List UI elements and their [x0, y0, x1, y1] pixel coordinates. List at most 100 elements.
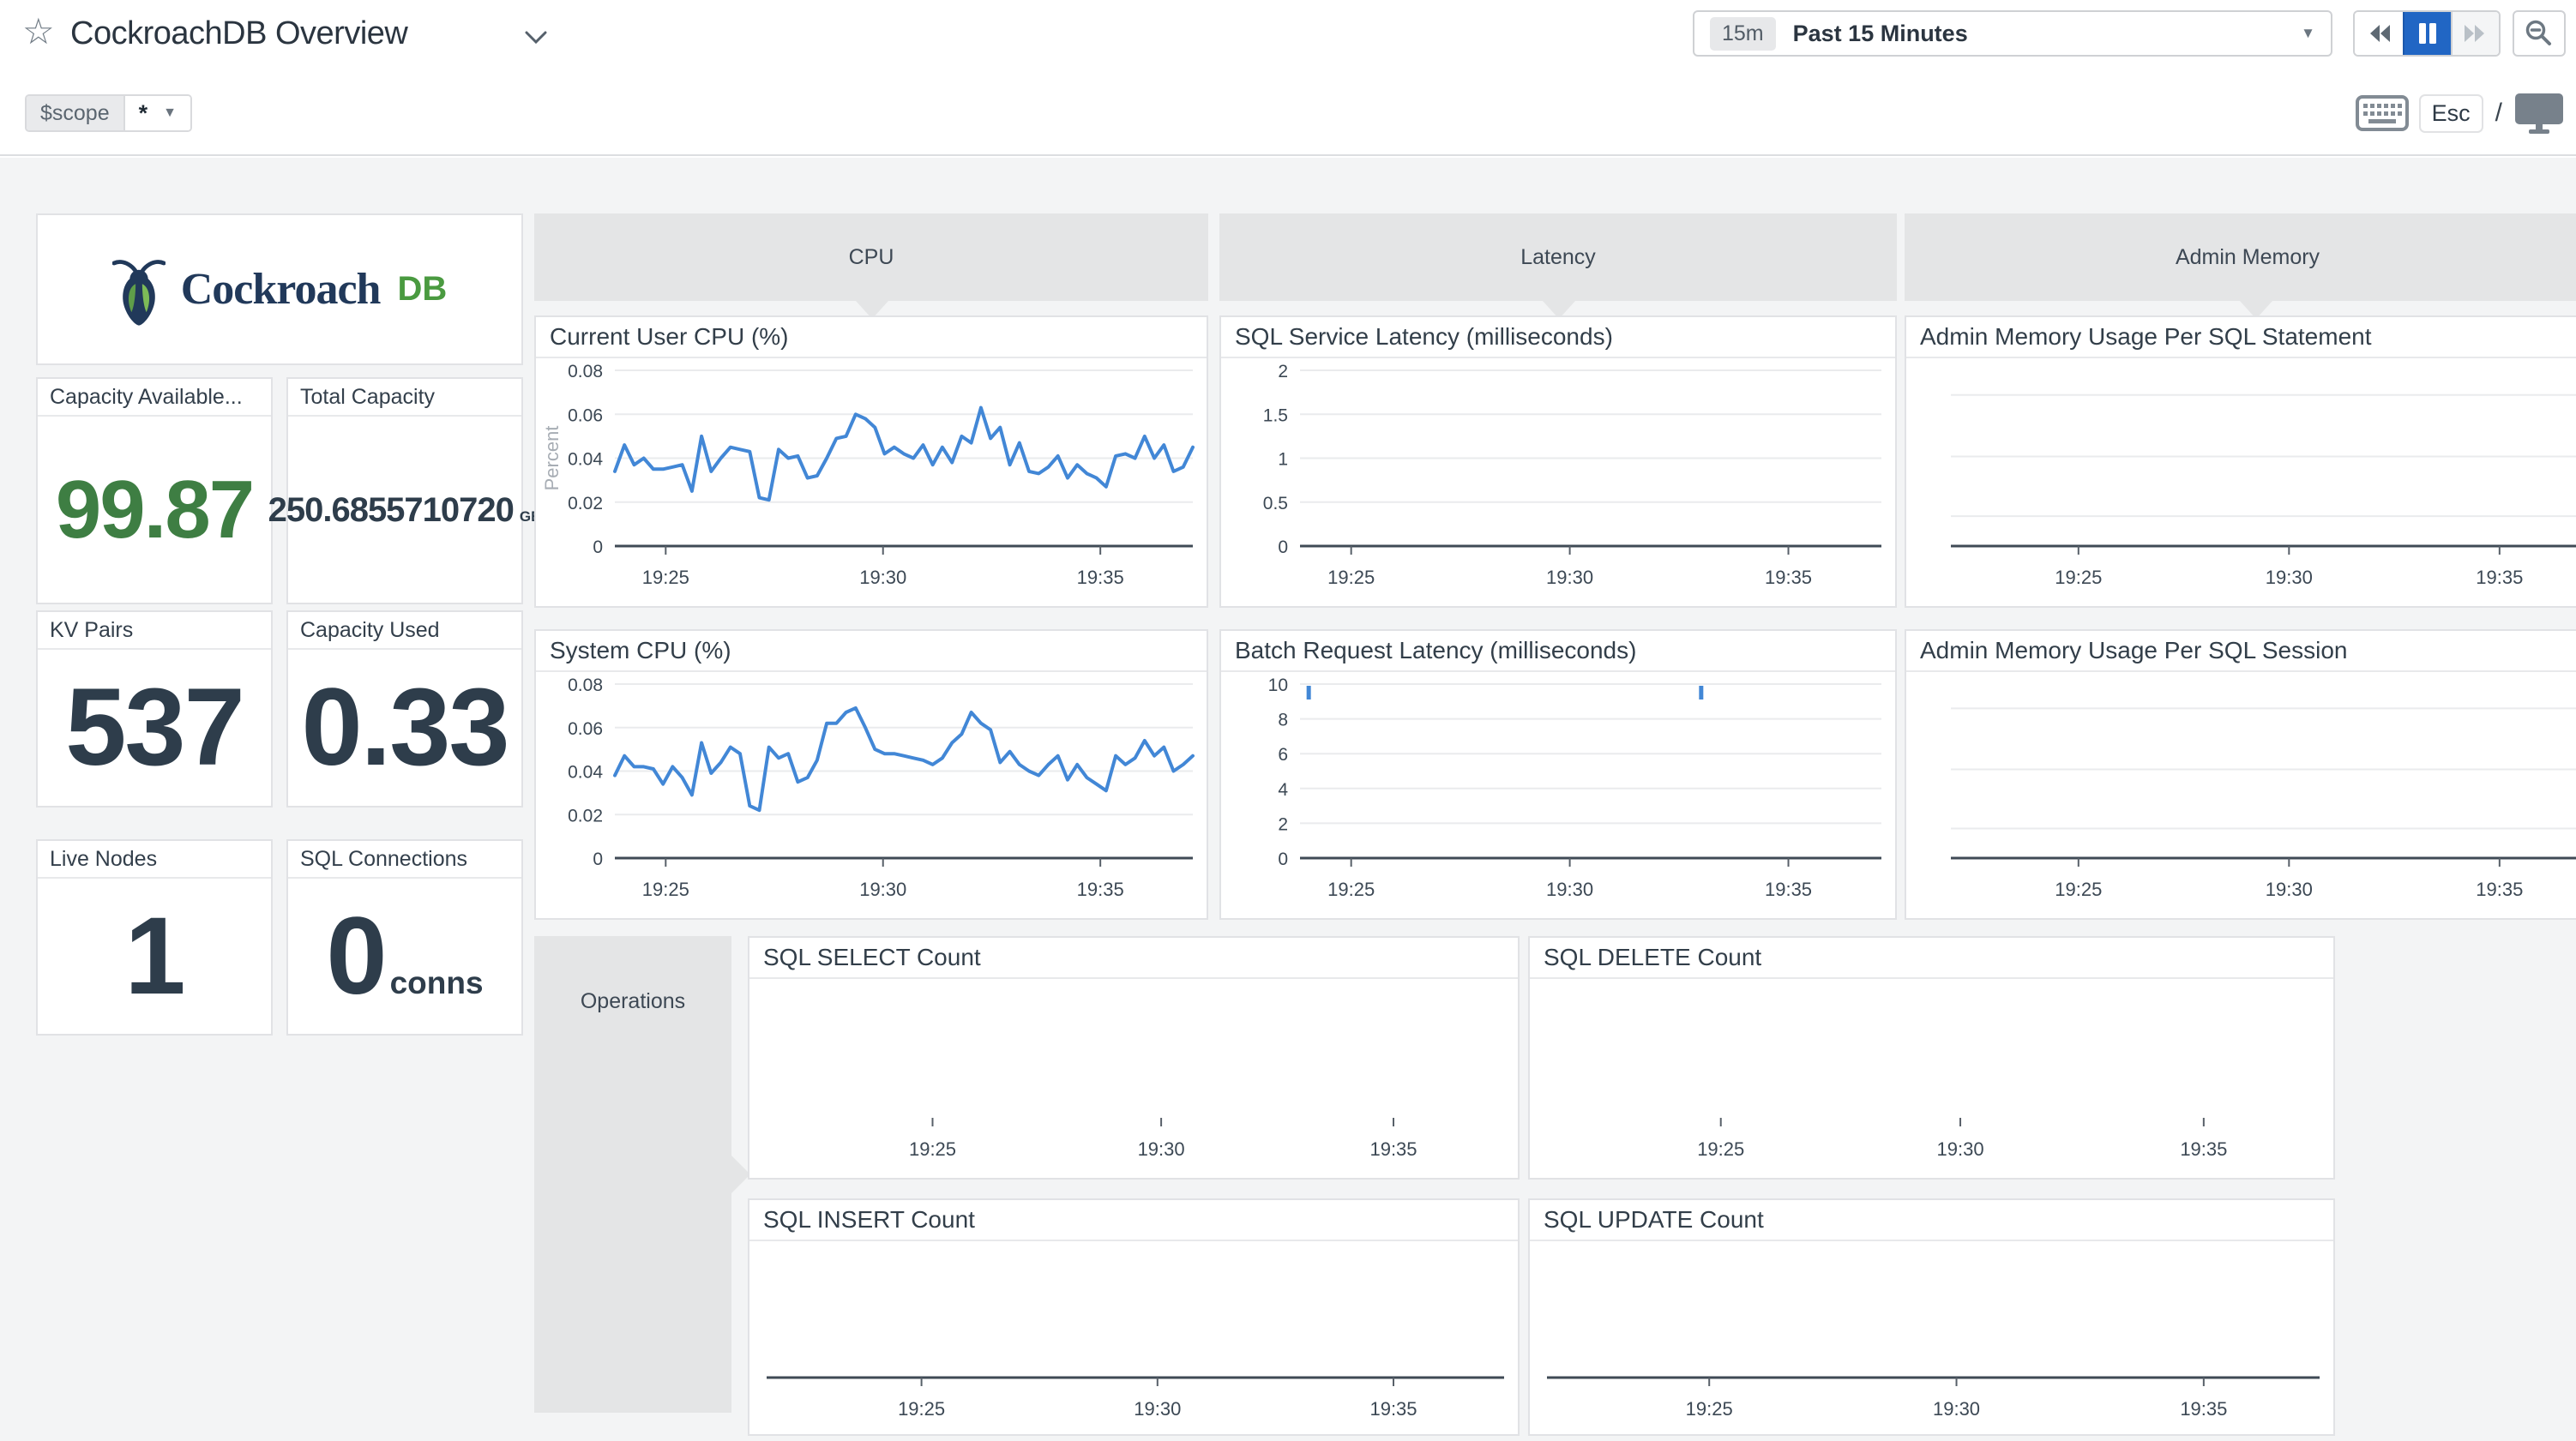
svg-text:19:30: 19:30 — [1937, 1138, 1984, 1160]
stat-value: 250.6855710720 — [268, 490, 515, 529]
chart-plot[interactable]: 0 0.02 0.04 0.06 0.08 19:25 19:30 19:35 — [536, 672, 1207, 918]
chart-title: SQL DELETE Count — [1530, 938, 2333, 979]
svg-text:2: 2 — [1278, 362, 1288, 381]
chart-plot[interactable]: 19:25 19:30 19:35 — [1530, 979, 2333, 1178]
chart-admin-memory-per-session: Admin Memory Usage Per SQL Session 19:25… — [1905, 629, 2576, 920]
svg-text:0.06: 0.06 — [568, 719, 603, 739]
svg-text:19:30: 19:30 — [1546, 567, 1593, 588]
svg-text:19:35: 19:35 — [1765, 567, 1812, 588]
chart-title: Admin Memory Usage Per SQL Statement — [1906, 317, 2576, 358]
svg-text:19:35: 19:35 — [1765, 879, 1812, 900]
chart-plot[interactable]: 0 0.5 1 1.5 2 19:25 19:30 19:35 — [1221, 358, 1895, 606]
svg-text:19:25: 19:25 — [642, 567, 689, 588]
fast-forward-icon — [2465, 25, 2484, 42]
dashboard-canvas: Cockroach DB Capacity Available... 99.87… — [0, 158, 2576, 1441]
stat-capacity-used[interactable]: Capacity Used 0.33 — [286, 610, 523, 808]
stat-sql-connections[interactable]: SQL Connections 0 conns — [286, 839, 523, 1036]
svg-text:4: 4 — [1278, 780, 1288, 800]
svg-text:19:25: 19:25 — [1327, 567, 1375, 588]
svg-text:0.08: 0.08 — [568, 675, 603, 695]
chart-title: Current User CPU (%) — [536, 317, 1207, 358]
time-shift-controls — [2353, 10, 2501, 57]
chart-plot[interactable]: 19:25 19:30 19:35 — [1906, 358, 2576, 606]
template-variable-scope[interactable]: $scope * ▼ — [25, 94, 192, 132]
rewind-icon — [2370, 25, 2390, 42]
stat-kv-pairs[interactable]: KV Pairs 537 — [36, 610, 273, 808]
svg-text:19:35: 19:35 — [2180, 1138, 2227, 1160]
esc-key[interactable]: Esc — [2418, 93, 2483, 133]
group-header-cpu[interactable]: CPU — [534, 213, 1208, 319]
svg-text:19:25: 19:25 — [1327, 879, 1375, 900]
chart-system-cpu: System CPU (%) 0 0.02 0.04 0.06 0.08 19:25 19:… — [534, 629, 1208, 920]
svg-text:0.04: 0.04 — [568, 450, 603, 470]
svg-text:0: 0 — [1278, 537, 1288, 557]
zoom-out-icon — [2525, 20, 2551, 45]
keyboard-icon — [2355, 95, 2409, 131]
top-bar: ☆ CockroachDB Overview 15m Past 15 Minut… — [0, 0, 2576, 156]
chart-plot[interactable]: 19:25 19:30 19:35 — [749, 1241, 1518, 1434]
favorite-star-icon[interactable]: ☆ — [22, 11, 55, 51]
cockroachdb-logo-widget[interactable]: Cockroach DB — [36, 213, 523, 365]
stat-value: 0 — [326, 894, 387, 1018]
svg-text:19:35: 19:35 — [2476, 567, 2523, 588]
stat-title: Total Capacity — [288, 379, 521, 417]
svg-text:19:30: 19:30 — [1138, 1138, 1185, 1160]
time-range-caret-icon: ▼ — [2301, 25, 2315, 41]
chart-plot[interactable]: 0 2 4 6 8 10 19:25 19:30 19:35 — [1221, 672, 1895, 918]
group-label: Operations — [580, 989, 686, 1013]
time-range-picker[interactable]: 15m Past 15 Minutes ▼ — [1693, 10, 2332, 57]
forward-button[interactable] — [2451, 12, 2499, 55]
group-notch — [856, 301, 888, 319]
group-notch — [731, 1156, 750, 1193]
svg-text:Percent: Percent — [541, 426, 563, 491]
svg-text:0.5: 0.5 — [1263, 494, 1288, 513]
stat-value: 99.87 — [55, 463, 255, 555]
page-title: CockroachDB Overview — [70, 15, 408, 51]
svg-text:2: 2 — [1278, 814, 1288, 834]
svg-text:19:25: 19:25 — [642, 879, 689, 900]
chart-plot[interactable]: 19:25 19:30 19:35 — [1530, 1241, 2333, 1434]
chart-plot[interactable]: 19:25 19:30 19:35 — [749, 979, 1518, 1178]
stat-total-capacity[interactable]: Total Capacity 250.6855710720 GB — [268, 377, 541, 604]
group-header-admin-memory[interactable]: Admin Memory — [1905, 213, 2576, 319]
svg-text:19:25: 19:25 — [2055, 567, 2102, 588]
chart-sql-update-count: SQL UPDATE Count 19:25 19:30 19:35 — [1528, 1198, 2335, 1436]
svg-text:0.08: 0.08 — [568, 362, 603, 381]
svg-text:19:25: 19:25 — [898, 1398, 945, 1420]
title-chevron-down-icon[interactable] — [525, 31, 547, 49]
chart-admin-memory-per-statement: Admin Memory Usage Per SQL Statement 19:… — [1905, 315, 2576, 608]
time-range-badge: 15m — [1710, 16, 1776, 51]
chart-sql-service-latency: SQL Service Latency (milliseconds) 0 0.5 1… — [1219, 315, 1897, 608]
chart-title: SQL INSERT Count — [749, 1200, 1518, 1241]
group-header-latency[interactable]: Latency — [1219, 213, 1897, 319]
tv-mode-icon[interactable] — [2514, 93, 2564, 134]
group-notch — [2240, 301, 2272, 319]
chart-plot[interactable]: 0 0.02 0.04 0.06 0.08 19:25 19:30 19:35 Percent — [536, 358, 1207, 606]
chart-sql-select-count: SQL SELECT Count 19:25 19:30 19:35 — [748, 936, 1520, 1180]
scope-variable-name: $scope — [27, 96, 125, 130]
stat-unit: conns — [389, 964, 484, 1000]
svg-text:19:30: 19:30 — [1933, 1398, 1980, 1420]
svg-text:0.04: 0.04 — [568, 763, 603, 783]
stat-title: Capacity Available... — [38, 379, 271, 417]
svg-text:19:35: 19:35 — [2180, 1398, 2227, 1420]
rewind-button[interactable] — [2355, 12, 2403, 55]
pause-icon — [2419, 23, 2436, 44]
svg-text:19:30: 19:30 — [2266, 567, 2313, 588]
stat-title: SQL Connections — [288, 841, 521, 879]
zoom-out-button[interactable] — [2513, 10, 2566, 57]
svg-text:1.5: 1.5 — [1263, 405, 1288, 425]
chart-title: Batch Request Latency (milliseconds) — [1221, 631, 1895, 672]
chart-plot[interactable]: 19:25 19:30 19:35 — [1906, 672, 2576, 918]
svg-text:8: 8 — [1278, 711, 1288, 730]
svg-text:0.02: 0.02 — [568, 494, 603, 513]
stat-live-nodes[interactable]: Live Nodes 1 — [36, 839, 273, 1036]
stat-capacity-available[interactable]: Capacity Available... 99.87 — [36, 377, 273, 604]
svg-text:19:30: 19:30 — [1546, 879, 1593, 900]
group-header-operations[interactable]: Operations — [534, 936, 750, 1413]
group-label: CPU — [848, 244, 894, 269]
pause-button[interactable] — [2403, 12, 2451, 55]
logo-word: Cockroach — [180, 265, 382, 314]
svg-text:0: 0 — [593, 850, 603, 869]
svg-text:19:30: 19:30 — [2266, 879, 2313, 900]
